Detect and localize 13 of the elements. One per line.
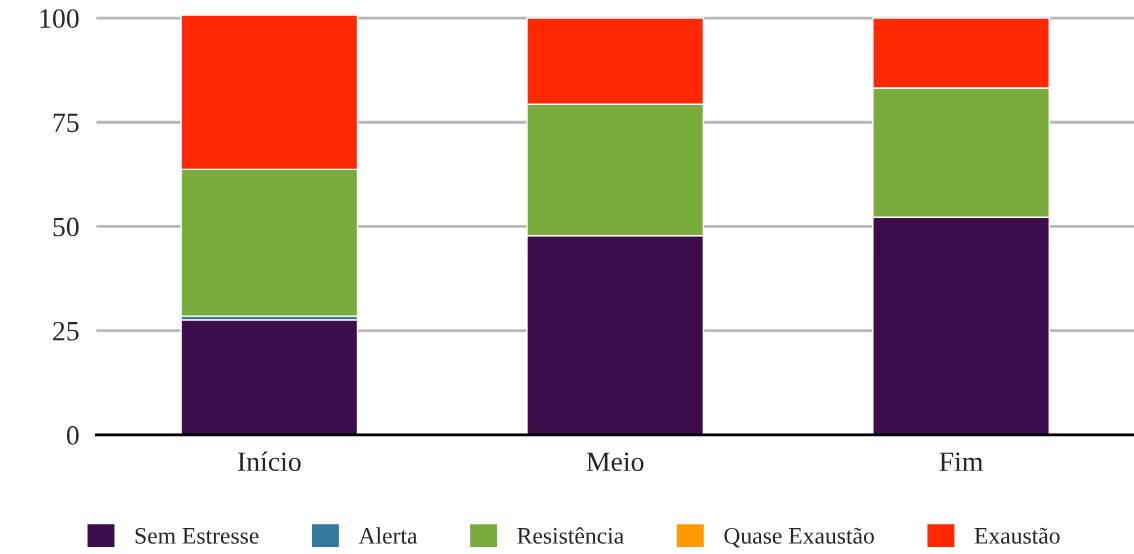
legend-label: Resistência — [517, 527, 624, 544]
legend-label: Alerta — [358, 527, 418, 544]
legend-label: Exaustão — [974, 527, 1060, 544]
y-tick-label: 50 — [53, 217, 79, 237]
legend-label: Quase Exaustão — [724, 527, 874, 548]
legend-label: Sem Estresse — [135, 527, 259, 544]
x-tick-label: Meio — [586, 452, 644, 472]
y-tick-label: 0 — [66, 426, 79, 445]
y-tick-label: 100 — [40, 9, 79, 28]
y-tick-label: 75 — [53, 113, 79, 133]
x-tick-label: Fim — [939, 452, 984, 471]
x-tick-label: Início — [237, 451, 301, 472]
y-tick-label: 25 — [53, 321, 79, 341]
